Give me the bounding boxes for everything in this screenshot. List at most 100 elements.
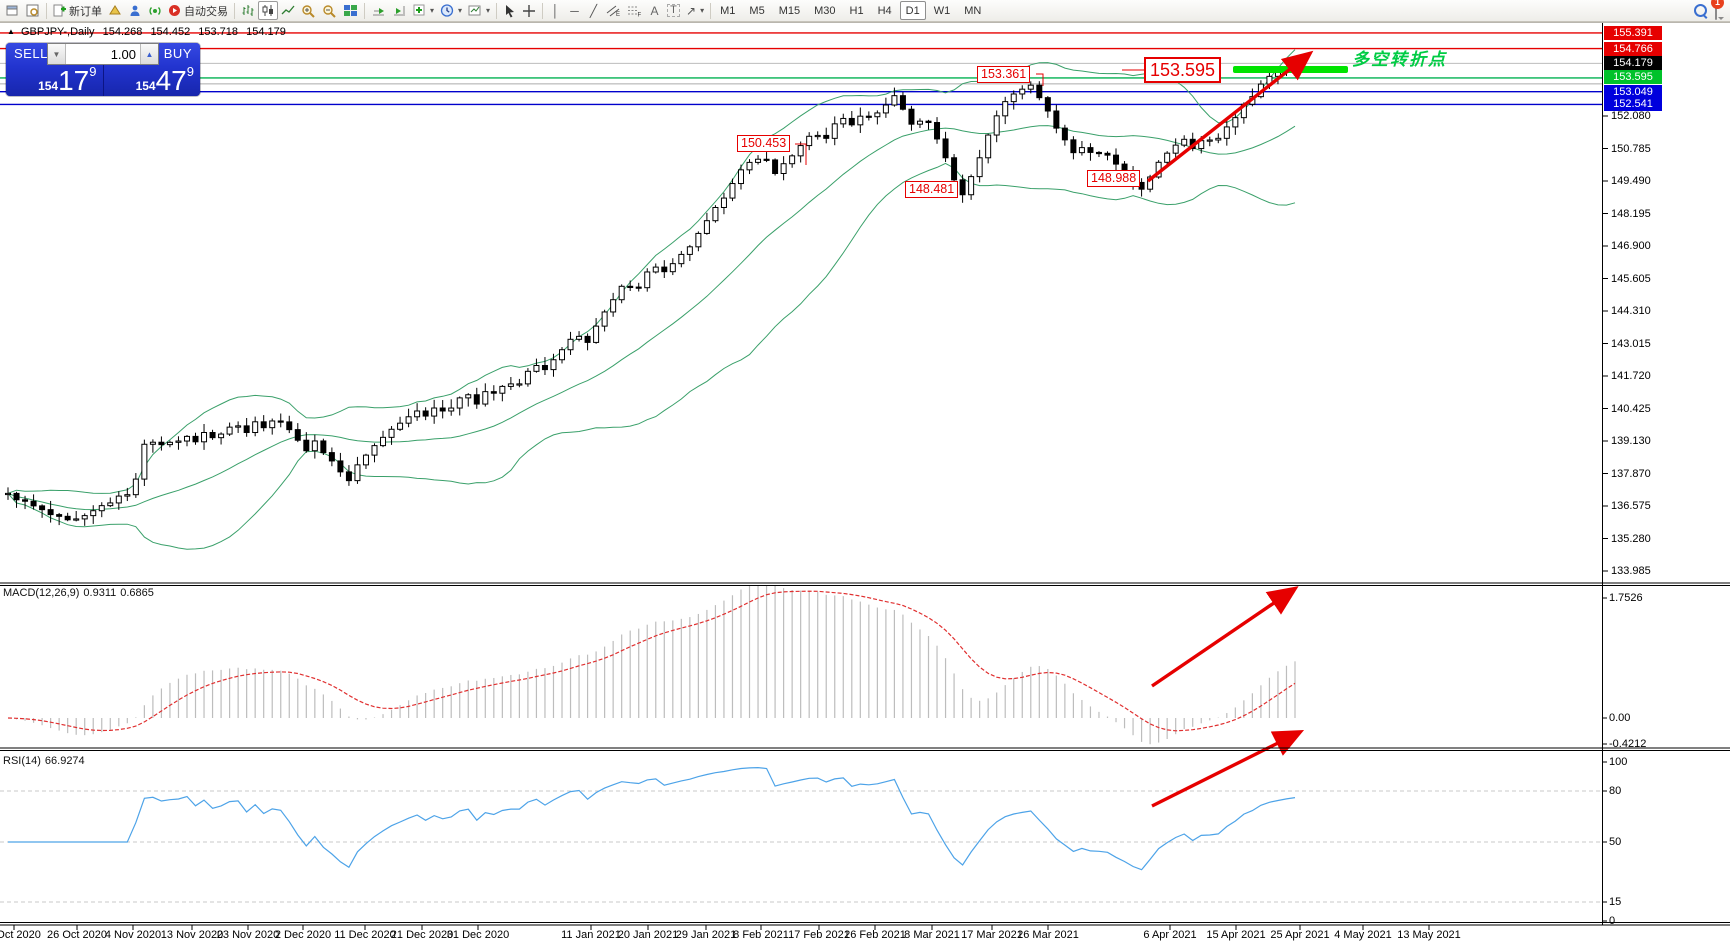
chart-shift-icon[interactable]	[389, 1, 410, 20]
chevron-down-icon: ▾	[458, 6, 463, 15]
autotrade-button[interactable]: 自动交易	[165, 1, 231, 20]
date-axis-label: 11 Dec 2020	[334, 929, 396, 941]
timeframe-m30[interactable]: M30	[814, 4, 836, 17]
chevron-down-icon: ▾	[430, 6, 435, 15]
trendline-tool[interactable]: ╱	[589, 3, 598, 18]
auto-scroll-icon[interactable]	[368, 1, 389, 20]
chat-bubble-icon	[1715, 0, 1717, 20]
date-axis-label: 31 Dec 2020	[446, 929, 510, 941]
new-order-label: 新订单	[69, 5, 102, 18]
vline-tool[interactable]: │	[551, 3, 560, 18]
timeframe-bar: M1 M5 M15 M30 H1 H4 D1 W1 MN	[714, 1, 987, 20]
line-chart-icon[interactable]	[278, 1, 298, 20]
toolbar-right: 1	[1694, 0, 1727, 20]
hline-tool[interactable]: ─	[570, 3, 579, 18]
timeframe-w1[interactable]: W1	[933, 4, 951, 17]
timeframe-m1[interactable]: M1	[720, 4, 736, 17]
fibonacci-tool[interactable]: F	[624, 1, 645, 20]
ohlc-open: 154.268	[102, 26, 143, 38]
date-axis-label: 6 Oct 2020	[0, 929, 41, 941]
timeframe-h1[interactable]: H1	[849, 4, 864, 17]
price-axis-tick: 144.310	[1611, 305, 1651, 317]
symbol-info-line: ▲ GBPJPY-,Daily 154.268 154.452 153.718 …	[7, 26, 286, 38]
timeframe-m15[interactable]: M15	[778, 4, 801, 17]
zoom-out-icon[interactable]	[319, 1, 340, 20]
new-order-button[interactable]: 新订单	[50, 1, 105, 20]
timeframe-d1[interactable]: D1	[899, 1, 926, 20]
template-icon	[468, 5, 481, 16]
timeframe-m5[interactable]: M5	[749, 4, 765, 17]
search-icon[interactable]	[1694, 4, 1707, 17]
price-axis-tick: 148.195	[1611, 207, 1651, 220]
tile-windows-icon[interactable]	[340, 1, 361, 20]
periods-button[interactable]: ▾	[437, 1, 465, 20]
ohlc-high: 154.452	[150, 26, 191, 38]
templates-button[interactable]: ▾	[465, 1, 493, 20]
date-axis-label: 25 Apr 2021	[1270, 929, 1330, 941]
price-axis-tick: 149.490	[1611, 175, 1651, 187]
rsi-axis-tick: 50	[1609, 836, 1622, 848]
price-axis-marker: 153.049	[1604, 85, 1662, 99]
chevron-down-icon: ▾	[700, 6, 705, 15]
chart-price-label: 150.453	[737, 135, 791, 152]
text-tool[interactable]: A	[650, 3, 659, 18]
date-axis-label: 23 Nov 2020	[216, 929, 280, 941]
indicators-button[interactable]: ▾	[410, 1, 437, 20]
arrows-tool[interactable]: ↗ ▾	[686, 3, 705, 18]
date-axis-label: 17 Mar 2021	[961, 929, 1023, 941]
buy-price: 154479	[135, 64, 194, 96]
signals-icon[interactable]	[145, 1, 165, 20]
rsi-axis-tick: 80	[1609, 785, 1622, 797]
svg-text:E: E	[616, 12, 620, 17]
volume-increase-button[interactable]: ▲	[140, 44, 158, 64]
date-axis-label: 15 Apr 2021	[1206, 929, 1266, 941]
macd-main-value: 0.9311	[83, 587, 117, 599]
cursor-tool[interactable]	[500, 1, 519, 20]
date-axis-label: 13 May 2021	[1397, 929, 1461, 941]
date-axis-label: 17 Feb 2021	[788, 929, 850, 941]
candle-chart-icon[interactable]	[258, 1, 278, 20]
price-axis-tick: 143.015	[1611, 337, 1651, 350]
navigator-icon[interactable]	[105, 1, 125, 20]
price-axis-marker: 153.595	[1604, 70, 1662, 84]
price-axis-tick: 141.720	[1611, 370, 1651, 382]
collapse-arrow-icon[interactable]: ▲	[7, 27, 15, 36]
date-axis-label: 13 Nov 2020	[160, 929, 224, 941]
terminal-icon[interactable]	[125, 1, 145, 20]
bar-chart-icon[interactable]	[238, 1, 258, 20]
date-axis-label: 26 Feb 2021	[844, 929, 906, 941]
svg-text:F: F	[638, 13, 642, 18]
crosshair-tool[interactable]	[519, 1, 539, 20]
macd-signal-value: 0.6865	[120, 587, 154, 599]
price-axis-tick: 136.575	[1611, 500, 1651, 512]
chart-price-label: 148.481	[905, 181, 959, 198]
timeframe-h4[interactable]: H4	[877, 4, 892, 17]
clock-icon	[440, 4, 454, 17]
text-label-tool[interactable]: T	[664, 1, 683, 20]
price-axis-marker: 152.541	[1604, 97, 1662, 111]
timeframe-mn[interactable]: MN	[964, 4, 982, 17]
date-axis-label: 26 Oct 2020	[47, 929, 107, 941]
indicators-icon	[413, 4, 425, 16]
date-axis-label: 4 May 2021	[1334, 929, 1392, 941]
price-axis-marker: 154.179	[1604, 56, 1662, 70]
chevron-down-icon: ▾	[486, 6, 491, 15]
channel-tool[interactable]: E	[603, 1, 624, 20]
zoom-in-icon[interactable]	[298, 1, 319, 20]
notification-badge: 1	[1711, 0, 1724, 9]
rsi-axis-tick: 100	[1609, 756, 1628, 768]
volume-input[interactable]	[66, 44, 140, 64]
toolbar: 新订单 自动交易 ▾ ▾ ▾ │ ─ ╱ E F A T ↗ ▾ M1 M5 M15 M…	[0, 0, 1730, 22]
date-axis-label: 21 Dec 2020	[390, 929, 454, 941]
volume-decrease-button[interactable]: ▼	[48, 44, 66, 64]
rsi-axis-tick: 0	[1609, 915, 1616, 927]
price-axis-tick: 135.280	[1611, 532, 1651, 545]
chart-profile-icon[interactable]	[23, 1, 43, 20]
chart-price-label: 153.595	[1144, 57, 1222, 83]
macd-label: MACD(12,26,9) 0.9311 0.6865	[3, 587, 154, 599]
new-window-icon[interactable]	[3, 1, 23, 20]
chat-button[interactable]: 1	[1711, 0, 1724, 20]
rsi-value: 66.9274	[44, 755, 85, 767]
price-axis-tick: 139.130	[1611, 435, 1651, 447]
